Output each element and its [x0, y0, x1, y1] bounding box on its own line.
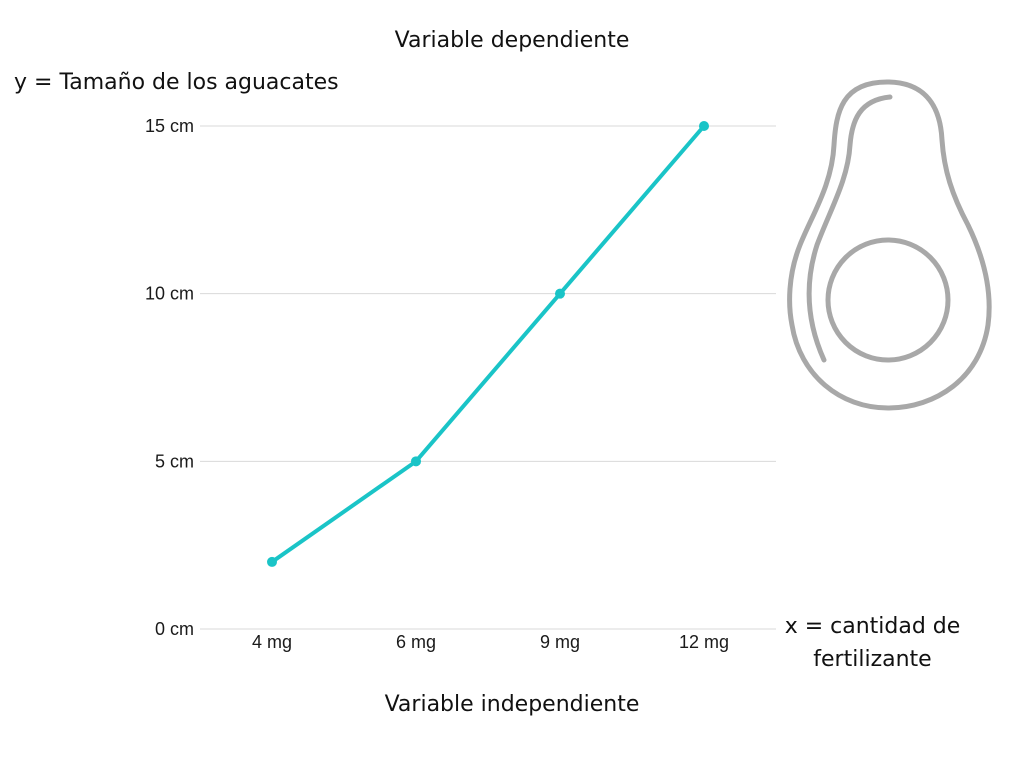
y-axis-label: y = Tamaño de los aguacates: [14, 70, 339, 95]
x-tick-label: 4 mg: [252, 632, 292, 652]
avocado-icon: [787, 79, 992, 411]
y-tick-labels: 0 cm 5 cm 10 cm 15 cm: [145, 116, 194, 639]
series-line: [270, 124, 706, 564]
data-point: [411, 456, 421, 467]
independent-variable-title: Variable independiente: [384, 692, 640, 717]
x-tick-label: 6 mg: [396, 632, 436, 652]
x-tick-labels: 4 mg 6 mg 9 mg 12 mg: [252, 632, 729, 652]
y-tick-label: 5 cm: [155, 451, 194, 471]
x-tick-label: 9 mg: [540, 632, 580, 652]
data-point: [555, 288, 565, 299]
y-tick-label: 10 cm: [145, 284, 194, 304]
dependent-variable-title: Variable dependiente: [394, 28, 630, 53]
data-point: [267, 556, 277, 567]
series-line-group: [267, 121, 709, 567]
x-tick-label: 12 mg: [679, 632, 729, 652]
y-tick-label: 15 cm: [145, 116, 194, 136]
grid-lines: [200, 125, 776, 630]
y-tick-label: 0 cm: [155, 619, 194, 639]
data-point: [699, 121, 709, 131]
x-axis-label: x = cantidad de fertilizante: [784, 614, 961, 672]
